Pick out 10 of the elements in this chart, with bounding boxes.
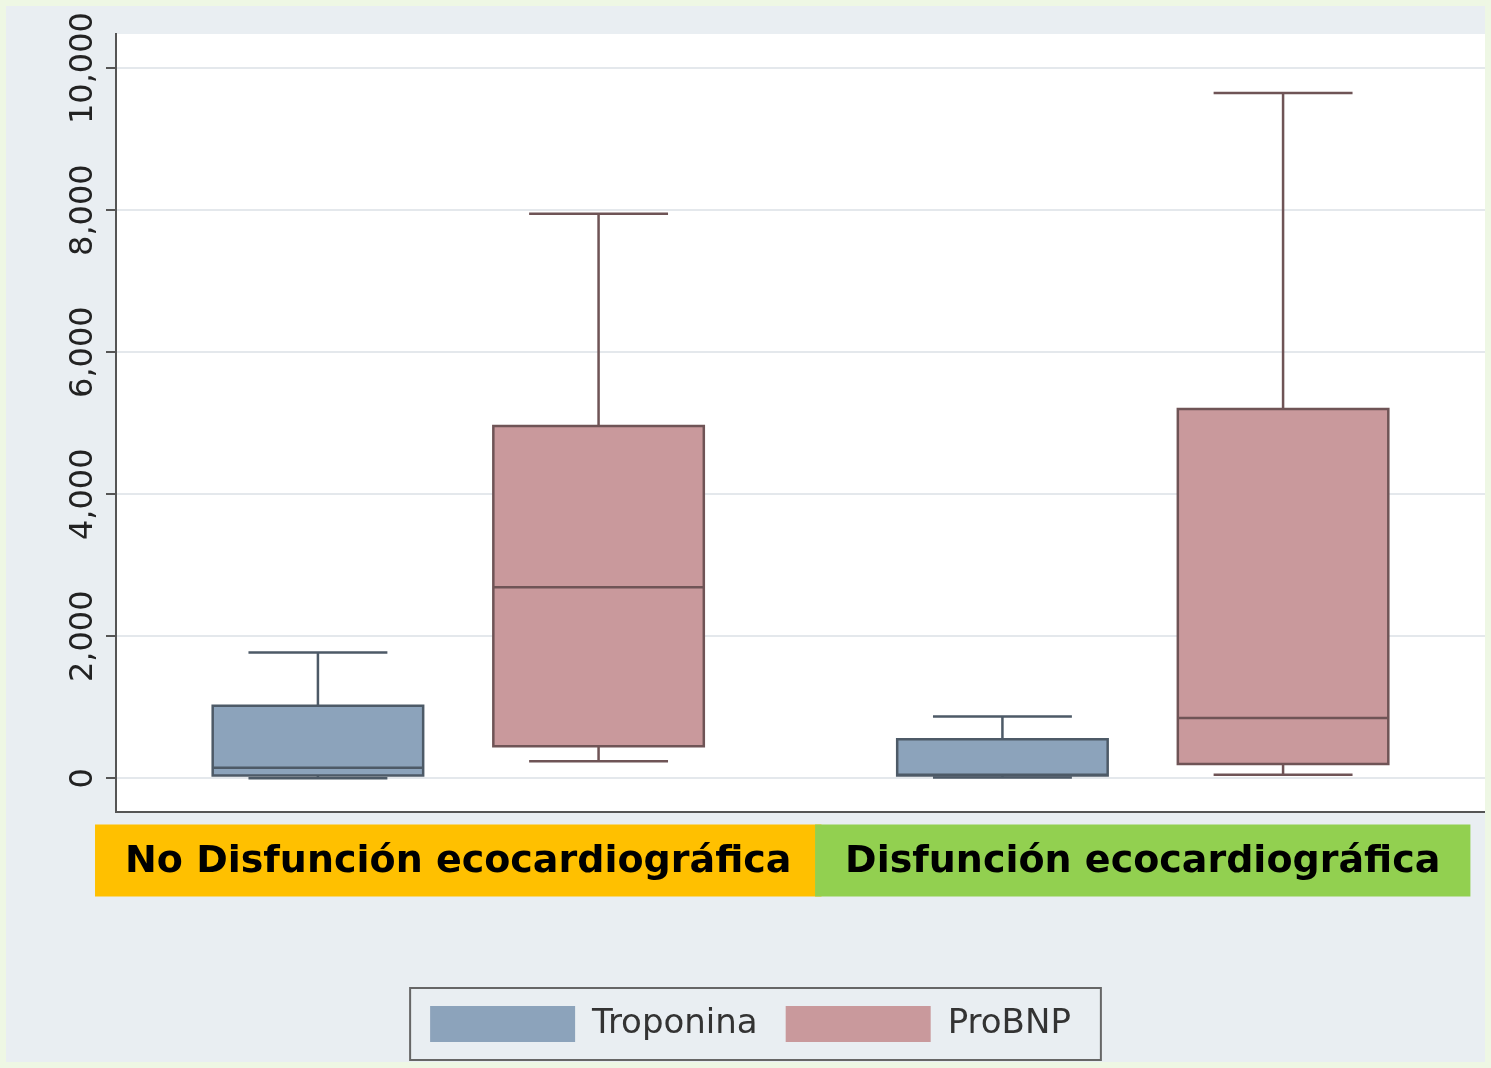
y-tick-label: 0	[62, 768, 101, 789]
x-tick-label: No Disfunción ecocardiográfica	[125, 837, 792, 882]
y-tick-label: 4,000	[62, 448, 101, 541]
y-tick-label: 6,000	[62, 306, 101, 398]
legend-label: Troponina	[591, 1000, 758, 1041]
x-tick-label: Disfunción ecocardiográfica	[845, 837, 1441, 882]
y-tick-label: 8,000	[62, 164, 101, 256]
y-tick-label: 2,000	[62, 590, 101, 683]
y-tick-label: 10,000	[62, 12, 101, 125]
legend-label: ProBNP	[947, 1000, 1071, 1041]
